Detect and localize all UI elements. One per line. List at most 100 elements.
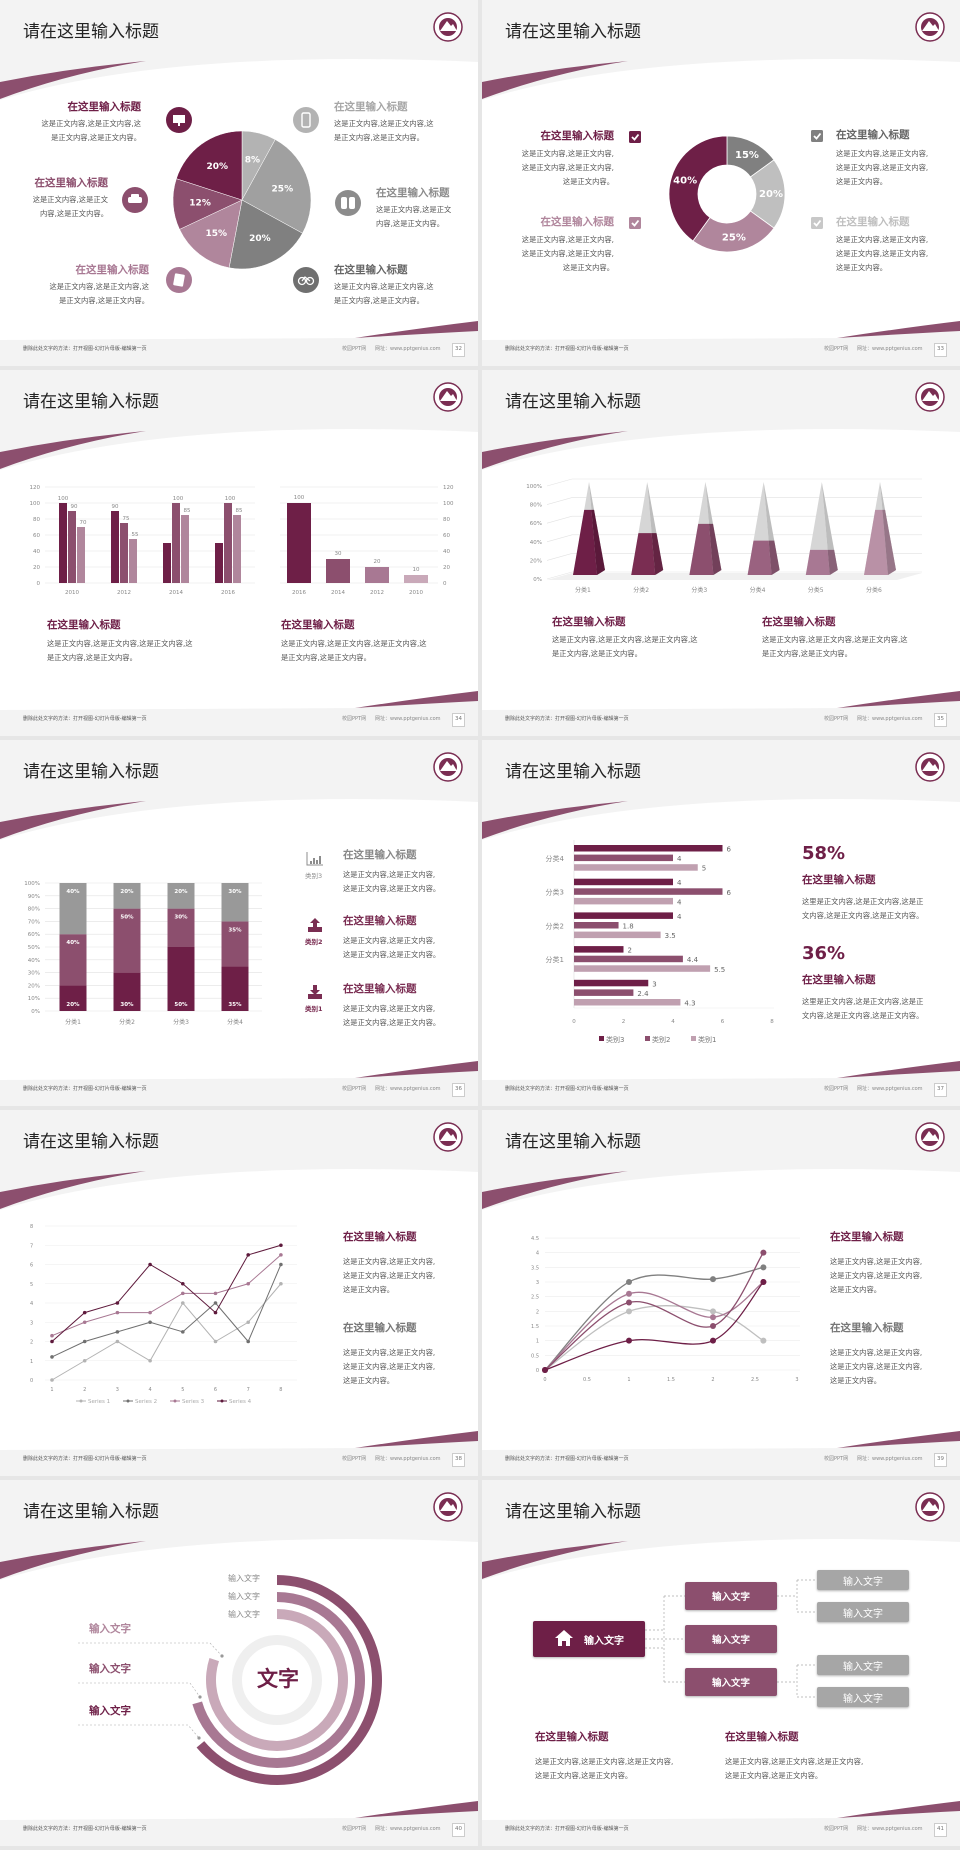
item-heading: 在这里输入标题: [75, 264, 150, 276]
data-point: [115, 1301, 120, 1305]
data-point: [82, 1339, 87, 1344]
progress-arc: [196, 1575, 382, 1785]
item-heading: 在这里输入标题: [802, 974, 876, 986]
data-point: [82, 1320, 87, 1325]
y-tick-label: 0%: [31, 1009, 40, 1015]
footer-brand: 校园PPT网: [342, 716, 367, 722]
bar-data-label: 100: [173, 496, 184, 502]
footer-url: 网址：www.pptgenius.com: [857, 1826, 923, 1832]
bar: [68, 511, 76, 583]
bar-data-label: 3: [652, 980, 656, 988]
leaf-node[interactable]: 输入文字: [817, 1602, 909, 1622]
footer-instruction: 删除此处文字的方法：打开视图-幻灯片母版-编辑第一页: [23, 1456, 147, 1462]
data-point: [181, 1291, 185, 1296]
y-tick-label: 100: [443, 501, 454, 507]
y-tick-label: 20%: [28, 983, 40, 989]
y-tick-label: 60%: [28, 932, 40, 938]
leaf-node[interactable]: 输入文字: [817, 1655, 909, 1675]
segment-label: 20%: [120, 889, 134, 895]
y-tick-label: 2.5: [531, 1295, 539, 1301]
bar-data-label: 100: [58, 496, 69, 502]
branch-node[interactable]: 输入文字: [685, 1582, 777, 1610]
pie-slice: [241, 139, 312, 234]
y-tick-label: 60%: [530, 521, 542, 527]
bar: [574, 989, 634, 996]
item-body-text: 这是正文内容,这是正文内容,: [836, 163, 929, 172]
category-label: 类别2: [305, 938, 323, 946]
branch-node[interactable]: 输入文字: [685, 1625, 777, 1653]
x-tick-label: 3: [795, 1377, 798, 1383]
callout-line: [78, 1642, 223, 1657]
item-heading: 在这里输入标题: [830, 1322, 904, 1334]
y-tick-label: 120: [30, 485, 41, 491]
footer-brand: 校园PPT网: [342, 1456, 367, 1462]
gridline: [546, 478, 922, 487]
content-area: [482, 1169, 960, 1450]
book-icon: [166, 267, 192, 293]
segment-label: 50%: [120, 915, 134, 921]
ring-label: 输入文字: [228, 1574, 260, 1583]
x-tick-label: 分类1: [65, 1018, 81, 1026]
y-tick-label: 1.5: [531, 1324, 539, 1330]
slide-35: 0% 20% 40% 60% 80% 100% 分类1 分类2 分类3 分类4 分类5 分类6 请在这里…: [482, 370, 960, 736]
item-body-text: 这是正文内容,这是正文内容,: [343, 870, 436, 879]
x-tick-label: 3: [116, 1387, 119, 1393]
pie-label: 20%: [249, 234, 271, 244]
slide-background: 0% 20% 40% 60% 80% 100% 分类1 分类2 分类3 分类4 分类5 分类6: [482, 382, 960, 710]
category-label: 分类2: [546, 921, 564, 930]
checkbox-icon: [811, 217, 823, 229]
callout-dot: [220, 1654, 224, 1658]
item-body-text: 这是正文内容,这是正文内容,这是正文内容,这: [552, 635, 698, 644]
legend-marker: [126, 1399, 130, 1403]
bar-data-label: 20: [374, 559, 381, 565]
bar: [574, 965, 711, 972]
stacked-bar-segment: [59, 883, 87, 935]
top-swoosh: [0, 801, 146, 839]
item-body-text: 是正文内容,这是正文内容。: [334, 133, 424, 142]
item-body-text: 这是正文内容,这是正文内容,: [343, 1348, 436, 1357]
item-heading: 在这里输入标题: [836, 129, 910, 141]
footer-instruction: 删除此处文字的方法：打开视图-幻灯片母版-编辑第一页: [23, 346, 147, 352]
y-tick-label: 2: [536, 1309, 539, 1315]
data-point: [213, 1301, 218, 1305]
university-logo: [915, 382, 945, 412]
top-swoosh: [0, 1171, 146, 1209]
bar: [574, 922, 619, 929]
item-body-text: 是正文内容,这是正文内容。: [334, 296, 424, 305]
y-tick-label: 3: [30, 1320, 33, 1326]
callout-label: 输入文字: [89, 1663, 131, 1675]
callout-dot: [197, 1736, 201, 1740]
leaf-node[interactable]: 输入文字: [817, 1570, 909, 1590]
segment-label: 35%: [228, 927, 242, 933]
y-tick-label: 7: [30, 1243, 33, 1249]
bar-data-label: 6: [727, 846, 732, 854]
data-point: [760, 1279, 767, 1286]
x-tick-label: 2014: [331, 590, 345, 596]
y-tick-label: 20%: [530, 558, 542, 564]
stacked-bar-segment: [167, 883, 195, 909]
segment-label: 20%: [174, 889, 188, 895]
inner-ring: [232, 1635, 322, 1725]
bar: [574, 999, 681, 1006]
callout-line: [78, 1724, 200, 1739]
root-node[interactable]: 输入文字: [533, 1621, 645, 1657]
y-tick-label: 1: [536, 1339, 539, 1345]
x-tick-label: 分类4: [227, 1018, 243, 1026]
series-curve: [544, 1281, 764, 1371]
item-heading: 在这里输入标题: [67, 101, 142, 113]
item-body-text: 文内容,这是正文内容,这是正文内容。: [802, 911, 924, 920]
footer-instruction: 删除此处文字的方法：打开视图-幻灯片母版-编辑第一页: [505, 346, 629, 352]
logo-mountain-icon: [922, 1501, 939, 1511]
leaf-node[interactable]: 输入文字: [817, 1687, 909, 1707]
branch-node[interactable]: 输入文字: [685, 1668, 777, 1696]
connector-line: [777, 1579, 817, 1613]
data-point: [148, 1320, 152, 1325]
item-heading: 在这里输入标题: [762, 616, 836, 628]
callout-label: 输入文字: [89, 1705, 131, 1717]
x-tick-label: 2: [622, 1019, 626, 1025]
item-heading: 在这里输入标题: [725, 1731, 799, 1743]
pyramid-bar: [747, 482, 780, 575]
item-body-text: 这是正文内容。: [343, 1376, 395, 1385]
bar-data-label: 85: [236, 508, 243, 514]
y-tick-label: 70%: [28, 919, 40, 925]
